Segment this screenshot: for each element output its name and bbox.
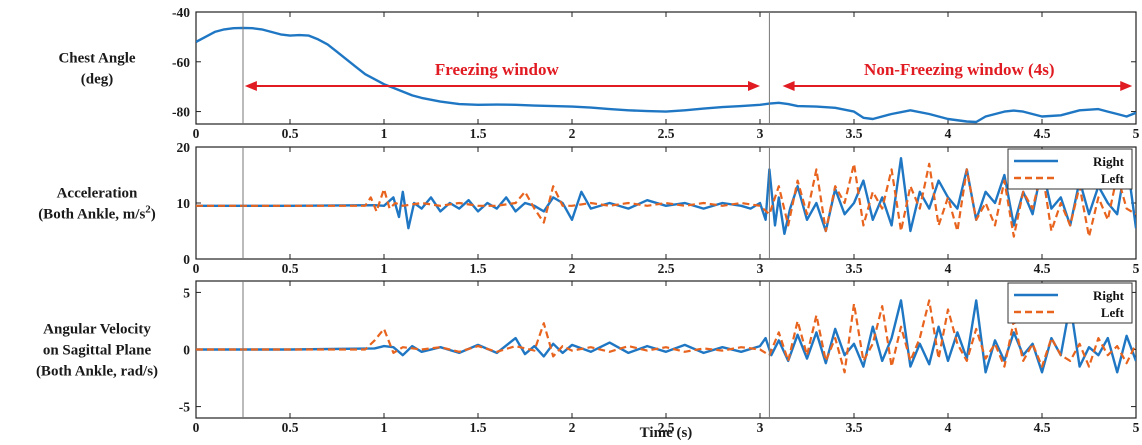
y-axis-label: Acceleration [57, 186, 138, 202]
x-tick-label: 0.5 [282, 420, 299, 435]
y-tick-label: -40 [172, 5, 190, 20]
x-tick-label: 1 [381, 126, 388, 141]
x-tick-label: 4.5 [1034, 261, 1051, 276]
x-tick-label: 4 [945, 126, 952, 141]
x-axis-title: Time (s) [640, 425, 693, 441]
y-axis-label: Chest Angle [58, 51, 135, 67]
legend-label-left: Left [1101, 305, 1125, 320]
x-tick-label: 3.5 [846, 126, 863, 141]
y-tick-label: 0 [183, 252, 190, 267]
x-tick-label: 0.5 [282, 126, 299, 141]
x-tick-label: 5 [1133, 126, 1140, 141]
x-tick-label: 1 [381, 420, 388, 435]
x-tick-label: 1.5 [470, 420, 487, 435]
freezing-window-label: Freezing window [435, 60, 560, 79]
non-freezing-window-label: Non-Freezing window (4s) [864, 60, 1054, 79]
series-group [196, 26, 1136, 124]
x-tick-label: 2.5 [658, 126, 675, 141]
y-axis-label: (Both Ankle, rad/s) [36, 364, 158, 380]
plot-frame [195, 11, 1137, 125]
chart-panel-1: 0 0.5 1 1.5 2 2.5 3 3.5 4 4.5 5 -40 -60 -80 Chest Angl… [58, 5, 1139, 141]
x-tick-label: 2 [569, 261, 576, 276]
x-tick-label: 4.5 [1034, 420, 1051, 435]
series-group [196, 156, 1136, 238]
y-tick-label: -60 [172, 55, 190, 70]
x-tick-label: 0 [193, 261, 200, 276]
x-tick-label: 4.5 [1034, 126, 1051, 141]
chart-panel-2: 0 0.5 1 1.5 2 2.5 3 3.5 4 4.5 5 20 10 0 Acceleration (B… [38, 140, 1139, 276]
series-group [196, 299, 1136, 374]
y-tick-label: 5 [183, 285, 190, 300]
left-series-line [196, 162, 1136, 238]
legend-label-right: Right [1093, 288, 1125, 303]
freezing-arrowhead-left [244, 81, 257, 91]
x-tick-label: 2 [569, 126, 576, 141]
right-series-line [196, 299, 1136, 374]
y-tick-label: -80 [172, 105, 190, 120]
plot-frame [195, 146, 1137, 260]
y-tick-label: 0 [183, 343, 190, 358]
x-tick-label: 4 [945, 420, 952, 435]
y-axis-label: (Both Ankle, m/s2) [38, 204, 156, 223]
window-annotations: Freezing window Non-Freezing window (4s) [244, 60, 1133, 91]
x-tick-label: 1 [381, 261, 388, 276]
non-freezing-arrowhead-right [1120, 81, 1133, 91]
x-tick-label: 2.5 [658, 261, 675, 276]
x-tick-label: 2.5 [658, 420, 675, 435]
x-tick-label: 0 [193, 420, 200, 435]
panels: 0 0.5 1 1.5 2 2.5 3 3.5 4 4.5 5 -40 -60 -80 Chest Angl… [36, 5, 1140, 435]
x-tick-label: 3 [757, 261, 764, 276]
x-tick-label: 3 [757, 126, 764, 141]
x-tick-label: 3 [757, 420, 764, 435]
y-axis-label: Angular Velocity [43, 322, 151, 338]
legend-box [1007, 148, 1133, 190]
legend: Right Left [1007, 148, 1133, 190]
x-tick-label: 0 [193, 126, 200, 141]
y-tick-label: 10 [177, 196, 191, 211]
chest-angle-series-line [196, 26, 1136, 124]
right-series-line [196, 156, 1136, 236]
y-axis-label: (deg) [81, 72, 114, 88]
y-tick-label: 20 [177, 140, 191, 155]
x-tick-label: 0.5 [282, 261, 299, 276]
legend: Right Left [1007, 282, 1133, 324]
x-tick-label: 4 [945, 261, 952, 276]
legend-label-right: Right [1093, 154, 1125, 169]
legend-box [1007, 282, 1133, 324]
x-tick-label: 2 [569, 420, 576, 435]
y-axis-label: on Sagittal Plane [43, 343, 152, 359]
x-tick-label: 3.5 [846, 420, 863, 435]
non-freezing-arrowhead-left [782, 81, 795, 91]
x-tick-label: 1.5 [470, 126, 487, 141]
y-tick-label: -5 [179, 400, 190, 415]
x-tick-label: 5 [1133, 420, 1140, 435]
x-tick-label: 3.5 [846, 261, 863, 276]
left-series-line [196, 299, 1136, 374]
x-tick-label: 5 [1133, 261, 1140, 276]
legend-label-left: Left [1101, 171, 1125, 186]
freezing-arrowhead-right [748, 81, 760, 91]
x-tick-label: 1.5 [470, 261, 487, 276]
